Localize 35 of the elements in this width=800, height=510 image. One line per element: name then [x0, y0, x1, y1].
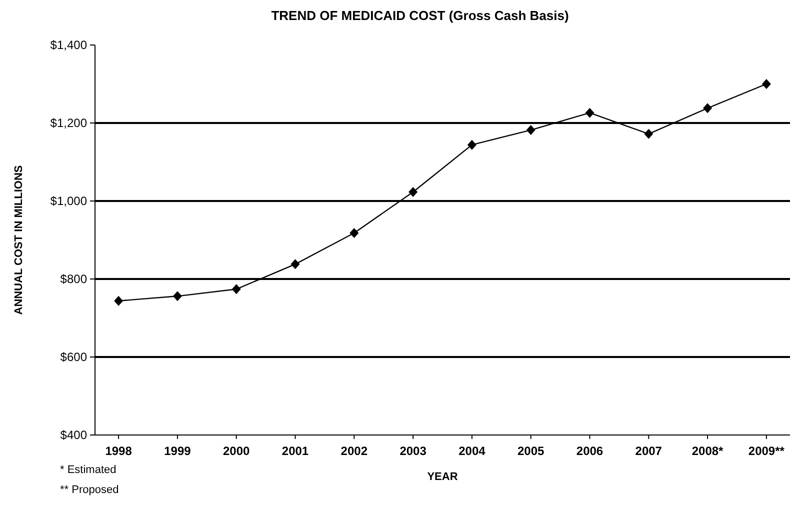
point	[114, 296, 124, 306]
text: * Estimated	[60, 464, 116, 476]
point	[762, 79, 771, 89]
x-tick-label: 1999	[164, 444, 192, 458]
x-axis-title: YEAR	[427, 471, 458, 483]
x-tick-label: 2001	[282, 444, 309, 458]
point	[703, 103, 712, 114]
x-tick-label: 2005	[517, 444, 545, 458]
text: ** Proposed	[60, 484, 119, 496]
point	[232, 284, 241, 294]
x-tick-label: 2006	[576, 444, 604, 458]
point	[644, 128, 654, 139]
point	[467, 140, 476, 150]
x-tick-label: 2002	[340, 444, 368, 458]
y-tick-label: $1,000	[50, 194, 88, 208]
x-tick-label: 2004	[458, 444, 486, 458]
y-tick-label: $1,400	[50, 38, 88, 52]
point	[350, 228, 359, 238]
y-tick-label: $1,200	[50, 116, 88, 130]
x-tick-label: 2003	[400, 444, 427, 458]
y-axis-title: ANNUAL COST IN MILLIONS	[13, 165, 25, 315]
point	[408, 187, 418, 198]
y-tick-label: $600	[60, 350, 88, 364]
point	[585, 108, 594, 118]
chart-title: TREND OF MEDICAID COST (Gross Cash Basis)	[271, 8, 569, 23]
point	[172, 291, 182, 302]
x-tick-label: 2000	[223, 444, 250, 458]
y-tick-label: $400	[60, 428, 88, 442]
x-tick-label: 1998	[105, 444, 132, 458]
x-tick-label: 2009**	[748, 444, 785, 458]
point	[290, 259, 300, 270]
point	[526, 125, 536, 136]
y-tick-label: $800	[60, 272, 88, 286]
x-tick-label: 2007	[635, 444, 662, 458]
x-tick-label: 2008*	[692, 444, 724, 458]
